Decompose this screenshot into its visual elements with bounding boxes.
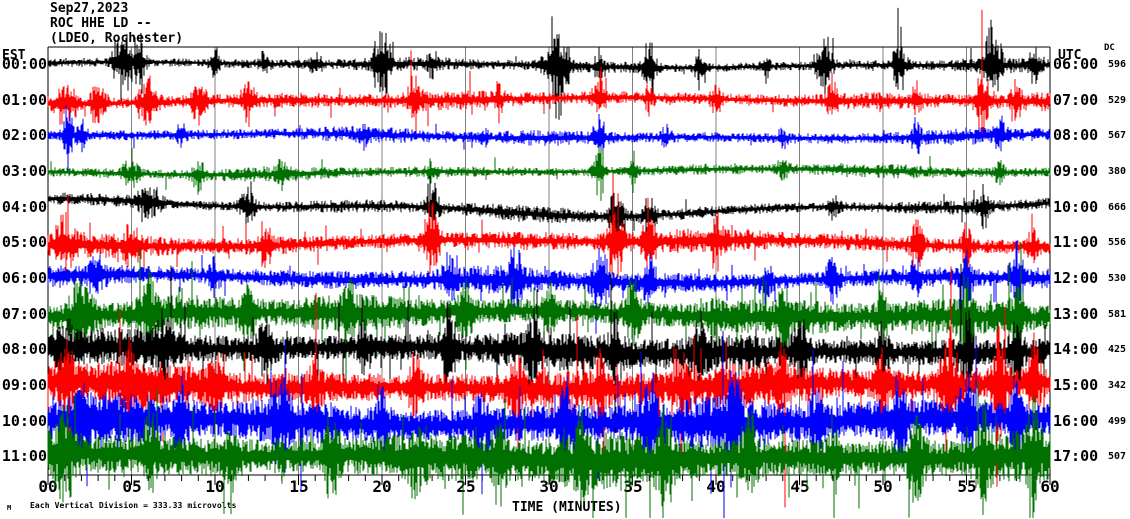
row-label-est: 06:00: [1, 269, 47, 287]
seismogram-trace-05:00: [47, 173, 1051, 279]
row-label-utc: 10:00: [1053, 198, 1099, 216]
footer-marker: M: [7, 504, 12, 512]
row-label-est: 05:00: [1, 233, 47, 251]
row-label-est: 03:00: [1, 162, 47, 180]
row-dc-value: 666: [1107, 202, 1126, 213]
page-title: Sep27,2023 ROC HHE LD -- (LDEO, Rochester): [50, 1, 183, 46]
est-header-label: EST: [2, 48, 26, 63]
seismogram-trace-01:00: [47, 9, 1051, 137]
row-label-est: 09:00: [1, 376, 47, 394]
row-label-utc: 16:00: [1053, 412, 1099, 430]
row-dc-value: 425: [1107, 344, 1126, 355]
row-dc-value: 507: [1107, 451, 1126, 462]
row-label-utc: 15:00: [1053, 376, 1099, 394]
row-label-est: 01:00: [1, 91, 47, 109]
row-label-utc: 08:00: [1053, 126, 1099, 144]
row-label-est: 02:00: [1, 126, 47, 144]
seismogram-trace-07:00: [47, 242, 1051, 388]
x-tick-label: 45: [790, 477, 810, 496]
x-tick-label: 30: [539, 477, 559, 496]
scale-note: Each Vertical Division = 333.33 microvol…: [30, 501, 237, 510]
row-label-est: 07:00: [1, 305, 47, 323]
row-dc-value: 556: [1107, 237, 1126, 248]
row-label-est: 04:00: [1, 198, 47, 216]
x-axis-title: TIME (MINUTES): [512, 500, 622, 515]
x-tick-label: 25: [456, 477, 476, 496]
row-dc-value: 596: [1107, 59, 1126, 70]
x-tick-label: 55: [957, 477, 977, 496]
seismogram-trace-04:00: [47, 175, 1051, 243]
x-tick-label: 05: [122, 477, 142, 496]
row-label-utc: 07:00: [1053, 91, 1099, 109]
row-dc-value: 380: [1107, 166, 1126, 177]
row-label-utc: 14:00: [1053, 340, 1099, 358]
seismogram-trace-09:00: [47, 266, 1051, 508]
row-dc-value: 342: [1107, 380, 1126, 391]
row-dc-value: 567: [1107, 130, 1126, 141]
title-station: ROC HHE LD --: [50, 16, 152, 31]
title-network: (LDEO, Rochester): [50, 31, 184, 46]
row-label-utc: 06:00: [1053, 55, 1099, 73]
x-tick-label: 00: [38, 477, 58, 496]
row-dc-value: 581: [1107, 309, 1126, 320]
row-label-est: 11:00: [1, 447, 47, 465]
seismogram-trace-03:00: [47, 145, 1051, 201]
seismogram-trace-00:00: [47, 7, 1051, 120]
x-tick-label: 50: [873, 477, 893, 496]
x-tick-label: 20: [372, 477, 392, 496]
x-tick-label: 15: [289, 477, 309, 496]
row-dc-value: 530: [1107, 273, 1126, 284]
row-label-utc: 17:00: [1053, 447, 1099, 465]
x-tick-label: 60: [1040, 477, 1060, 496]
row-label-utc: 11:00: [1053, 233, 1099, 251]
title-date: Sep27,2023: [50, 1, 129, 16]
x-tick-label: 10: [205, 477, 225, 496]
seismogram-trace-02:00: [47, 104, 1051, 173]
seismogram-trace-08:00: [47, 263, 1051, 439]
row-label-est: 08:00: [1, 340, 47, 358]
row-label-est: 10:00: [1, 412, 47, 430]
dc-header-label: DC: [1104, 43, 1115, 53]
seismogram-trace-06:00: [47, 240, 1051, 334]
row-dc-value: 499: [1107, 416, 1126, 427]
row-label-utc: 13:00: [1053, 305, 1099, 323]
row-dc-value: 529: [1107, 95, 1126, 106]
x-tick-label: 40: [706, 477, 726, 496]
seismogram-trace-11:00: [47, 381, 1051, 518]
row-label-utc: 09:00: [1053, 162, 1099, 180]
row-label-est: 00:00: [1, 55, 47, 73]
x-tick-label: 35: [623, 477, 643, 496]
utc-header-label: UTC: [1058, 48, 1082, 63]
row-label-utc: 12:00: [1053, 269, 1099, 287]
